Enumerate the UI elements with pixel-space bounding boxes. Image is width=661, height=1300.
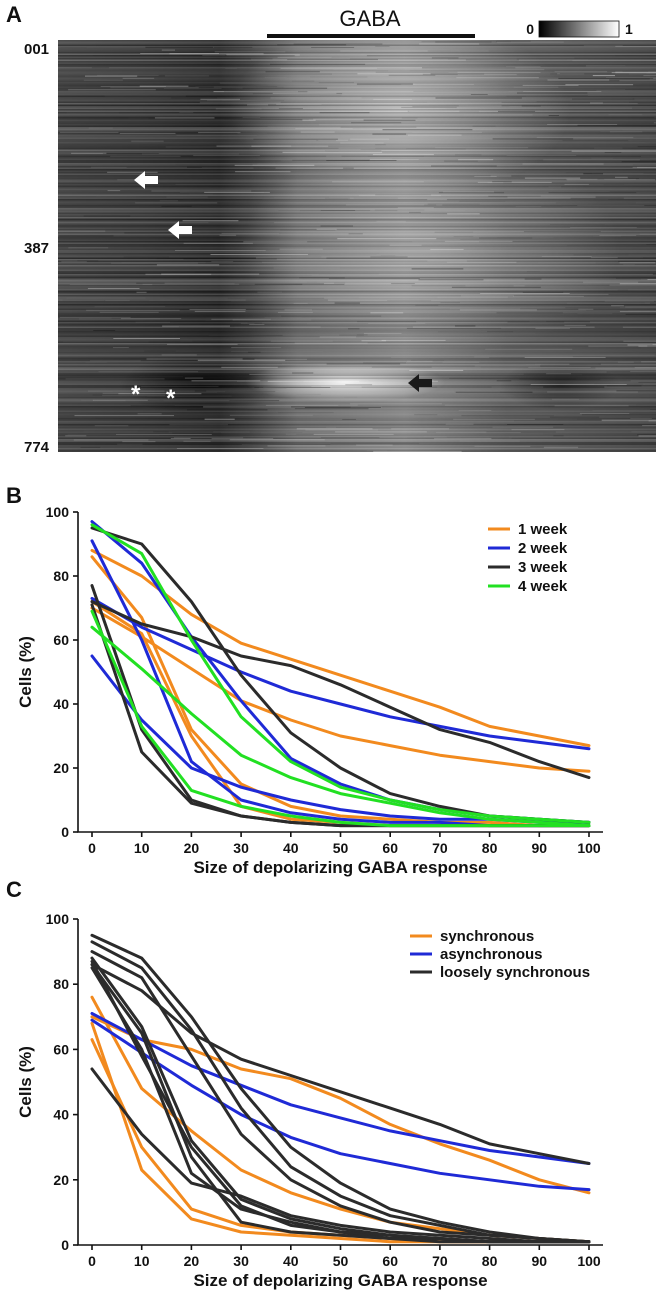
x-axis-title: Size of depolarizing GABA response xyxy=(193,1271,487,1290)
x-tick-label: 60 xyxy=(382,1253,398,1269)
x-tick-label: 50 xyxy=(333,1253,349,1269)
y-tick-label: 80 xyxy=(53,976,69,992)
series-line-3-week-10 xyxy=(90,584,591,828)
legend-label: 3 week xyxy=(518,559,568,576)
legend-label: loosely synchronous xyxy=(440,964,590,981)
x-tick-label: 0 xyxy=(88,840,96,856)
scale-max-label: 1 xyxy=(625,21,633,37)
x-tick-label: 100 xyxy=(577,1253,601,1269)
legend-label: asynchronous xyxy=(440,946,543,963)
series-line-loosely-synchronous-6 xyxy=(90,933,591,1244)
y-axis-title: Cells (%) xyxy=(16,636,35,708)
row-label-top: 001 xyxy=(24,41,49,58)
x-tick-label: 100 xyxy=(577,840,601,856)
chart-b: 0 20 40 60 80 100 0 10 20 30 40 50 60 70 80 90 100 Size o… xyxy=(16,504,603,877)
x-tick-label: 40 xyxy=(283,1253,299,1269)
row-label-bottom: 774 xyxy=(24,439,50,456)
series-line-loosely-synchronous-9 xyxy=(90,963,591,1165)
y-tick-label: 0 xyxy=(61,824,69,840)
x-tick-label: 80 xyxy=(482,1253,498,1269)
row-label-middle: 387 xyxy=(24,240,49,257)
x-tick-label: 70 xyxy=(432,1253,448,1269)
colorscale-bar xyxy=(538,20,620,38)
x-tick-label: 0 xyxy=(88,1253,96,1269)
series-line-1-week-0 xyxy=(90,548,591,748)
white-arrow-1 xyxy=(134,171,158,189)
y-tick-label: 20 xyxy=(53,760,69,776)
x-tick-label: 30 xyxy=(233,1253,249,1269)
y-tick-label: 40 xyxy=(53,696,69,712)
series-line-1-week-3 xyxy=(90,600,591,828)
series-line-4-week-14 xyxy=(90,609,591,828)
scale-min-label: 0 xyxy=(526,21,534,37)
legend-label: 2 week xyxy=(518,540,568,557)
x-tick-label: 90 xyxy=(532,840,548,856)
series-line-loosely-synchronous-13 xyxy=(90,1067,591,1244)
x-tick-label: 20 xyxy=(184,1253,200,1269)
x-tick-label: 10 xyxy=(134,840,150,856)
x-tick-label: 70 xyxy=(432,840,448,856)
series-line-loosely-synchronous-11 xyxy=(90,966,591,1244)
series-line-loosely-synchronous-8 xyxy=(90,950,591,1244)
x-tick-label: 50 xyxy=(333,840,349,856)
x-tick-label: 10 xyxy=(134,1253,150,1269)
heatmap-image xyxy=(58,40,656,452)
series-line-2-week-4 xyxy=(90,596,591,751)
series-line-1-week-1 xyxy=(90,606,591,773)
asterisk-2: * xyxy=(166,385,176,412)
series-line-3-week-9 xyxy=(90,600,591,780)
y-tick-label: 80 xyxy=(53,568,69,584)
x-tick-label: 20 xyxy=(184,840,200,856)
y-tick-label: 40 xyxy=(53,1107,69,1123)
series-line-4-week-12 xyxy=(90,523,591,824)
series-line-4-week-13 xyxy=(90,625,591,828)
x-tick-label: 60 xyxy=(382,840,398,856)
series-line-synchronous-0 xyxy=(90,1015,591,1195)
series-line-loosely-synchronous-14 xyxy=(90,963,591,1244)
legend-label: synchronous xyxy=(440,928,534,945)
y-tick-label: 60 xyxy=(53,632,69,648)
y-tick-label: 20 xyxy=(53,1172,69,1188)
x-tick-label: 30 xyxy=(233,840,249,856)
asterisk-1: * xyxy=(131,381,141,408)
gaba-stimulus-label: GABA xyxy=(339,6,400,31)
x-tick-label: 80 xyxy=(482,840,498,856)
y-tick-label: 100 xyxy=(46,504,70,520)
y-tick-label: 60 xyxy=(53,1041,69,1057)
x-axis-title: Size of depolarizing GABA response xyxy=(193,858,487,877)
y-axis-title: Cells (%) xyxy=(16,1046,35,1118)
y-tick-label: 0 xyxy=(61,1237,69,1253)
white-arrow-2 xyxy=(168,221,192,239)
panel-c-letter: C xyxy=(6,877,22,902)
chart-c: 0 20 40 60 80 100 0 10 20 30 40 50 60 70 80 90 100 Size o… xyxy=(16,911,603,1290)
y-tick-label: 100 xyxy=(46,911,70,927)
x-tick-label: 90 xyxy=(532,1253,548,1269)
x-tick-label: 40 xyxy=(283,840,299,856)
legend-label: 4 week xyxy=(518,578,568,595)
series-line-asynchronous-5 xyxy=(90,1018,591,1192)
series-line-loosely-synchronous-12 xyxy=(90,959,591,1244)
panel-a-letter: A xyxy=(6,2,22,27)
black-arrow xyxy=(408,374,432,392)
series-line-asynchronous-4 xyxy=(90,1012,591,1165)
series-line-1-week-2 xyxy=(90,555,591,828)
legend-label: 1 week xyxy=(518,521,568,538)
panel-b-letter: B xyxy=(6,483,22,508)
